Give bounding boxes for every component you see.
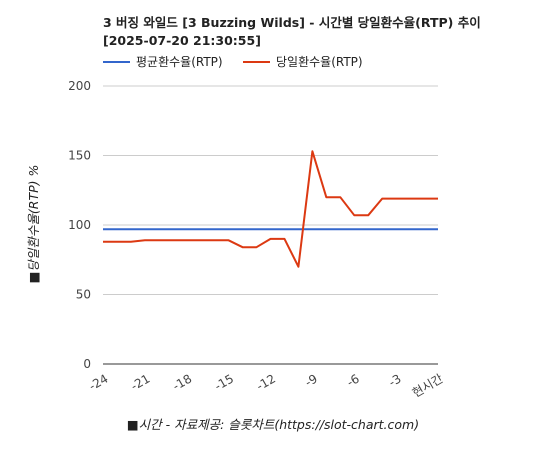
x-tick-label: -15 <box>212 371 236 393</box>
y-tick-label: 0 <box>83 357 91 371</box>
y-axis-title: ■당일환수율(RTP) % <box>26 165 41 284</box>
x-axis-ticks: -24 -21 -18 -15 -12 -9 -6 -3 현시간 <box>87 371 446 400</box>
gridlines <box>103 85 438 365</box>
x-axis-title: ■시간 - 자료제공: 슬롯차트(https://slot-chart.com) <box>127 417 419 432</box>
x-tick-label: -3 <box>386 371 403 389</box>
x-tick-label: -9 <box>303 371 320 389</box>
y-axis-ticks: 0 50 100 150 200 <box>68 79 91 371</box>
chart-title-line2: [2025-07-20 21:30:55] <box>103 33 261 48</box>
x-tick-label: -12 <box>254 371 278 393</box>
legend-label-daily[interactable]: 당일환수율(RTP) <box>276 55 363 69</box>
x-tick-label: -24 <box>87 371 111 393</box>
y-tick-label: 100 <box>68 218 91 232</box>
x-tick-label: -21 <box>128 371 152 393</box>
y-tick-label: 150 <box>68 149 91 163</box>
x-tick-label: 현시간 <box>410 371 446 400</box>
legend[interactable]: 평균환수율(RTP) 당일환수율(RTP) <box>103 55 363 69</box>
series-lines <box>103 150 438 268</box>
y-tick-label: 50 <box>76 288 91 302</box>
chart-title-line1: 3 버징 와일드 [3 Buzzing Wilds] - 시간별 당일환수율(R… <box>103 15 481 30</box>
x-tick-label: -18 <box>170 371 194 393</box>
x-tick-label: -6 <box>344 371 361 389</box>
legend-label-average[interactable]: 평균환수율(RTP) <box>136 55 223 69</box>
series-line-daily-rtp[interactable] <box>103 150 438 268</box>
y-tick-label: 200 <box>68 79 91 93</box>
